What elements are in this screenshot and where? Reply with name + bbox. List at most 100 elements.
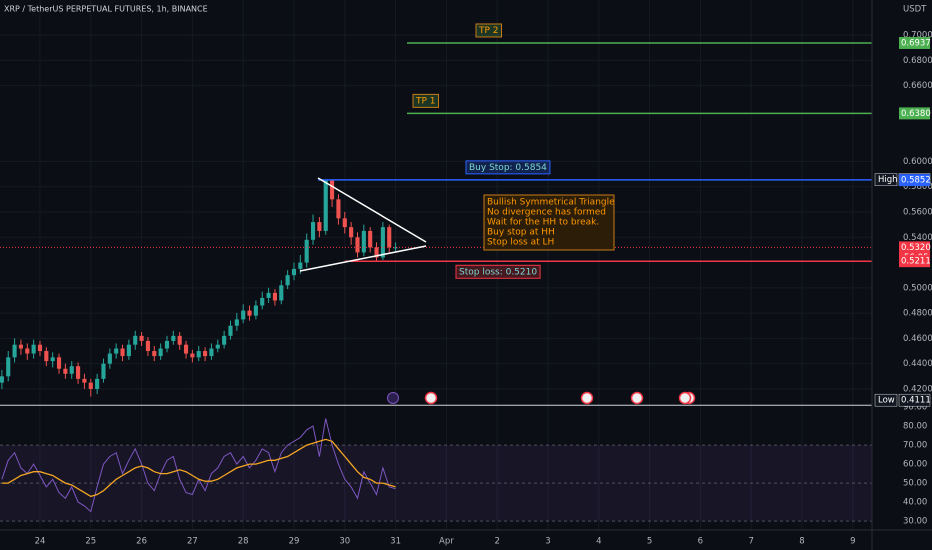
rsi-tick-label: 30.00 — [903, 517, 927, 527]
x-tick-label: 9 — [850, 537, 855, 547]
x-tick-label: 27 — [187, 537, 198, 547]
candle-body — [63, 368, 68, 374]
chart-title: XRP / TetherUS PERPETUAL FUTURES, 1h, BI… — [4, 5, 208, 14]
annotation-text: Bullish Symmetrical Triangle — [487, 198, 615, 208]
candle-body — [203, 351, 208, 357]
level-label: Stop loss: 0.5210 — [459, 267, 537, 277]
annotation-text: No divergence has formed — [487, 208, 606, 218]
x-tick-label: 29 — [289, 537, 300, 547]
candle-body — [18, 344, 23, 349]
triangle-upper — [317, 177, 427, 243]
candle-body — [228, 325, 233, 336]
y-tick-label: 0.5800 — [903, 182, 932, 192]
candle-body — [177, 335, 182, 345]
candle-body — [139, 335, 144, 341]
price-label: 0.5211 — [901, 257, 931, 267]
event-icon — [678, 391, 692, 405]
x-tick-label: 8 — [799, 537, 804, 547]
candle-body — [209, 348, 214, 357]
candle-body — [298, 262, 303, 269]
price-tag-box — [874, 173, 898, 186]
rsi-tick-label: 90.00 — [903, 403, 927, 413]
annotation-text: Buy stop at HH — [487, 228, 555, 238]
candle-body — [152, 351, 157, 357]
candle-body — [279, 285, 284, 301]
x-tick-label: 3 — [545, 537, 550, 547]
rsi-tick-label: 60.00 — [903, 460, 927, 470]
candle-body — [50, 357, 55, 362]
y-tick-label: 0.5000 — [903, 283, 932, 293]
candle-body — [120, 348, 125, 357]
price-tag: High — [878, 175, 898, 185]
candle-body — [101, 363, 106, 379]
candle-body — [291, 268, 297, 276]
x-tick-label: 24 — [35, 537, 46, 547]
annotation-box — [483, 194, 615, 251]
marks — [0, 42, 872, 513]
y-tick-label: 0.4200 — [903, 384, 932, 394]
candle-body — [272, 292, 277, 301]
event-icon — [424, 391, 438, 405]
candle-body — [37, 344, 43, 352]
annotation-text: Stop loss at LH — [487, 238, 554, 248]
candle-body — [260, 297, 265, 306]
currency-label: USDT — [903, 5, 927, 15]
y-tick-label: 0.4800 — [903, 309, 932, 319]
candle-body — [82, 378, 87, 383]
level-label-box — [465, 160, 551, 175]
candle-body — [158, 348, 163, 357]
price-tag-box — [874, 393, 898, 407]
candle-body — [355, 237, 360, 253]
candle-body — [247, 310, 252, 316]
x-tick-label: Apr — [439, 537, 454, 547]
candle-body — [31, 344, 36, 354]
candle-body — [145, 340, 150, 352]
level-label: TP 1 — [415, 96, 436, 106]
y-tick-label: 0.4400 — [903, 359, 932, 369]
candle-body — [342, 218, 347, 228]
event-icon — [387, 392, 399, 404]
labels: 24 25 26 27 28 29 30 31 Apr 2 3 4 5 6 7 8 9 0.7000 0.6800 0… — [35, 23, 932, 547]
level-label-box — [475, 23, 503, 38]
y-tick-label: 0.6000 — [903, 157, 932, 167]
x-tick-label: 26 — [136, 537, 147, 547]
candle-body — [241, 310, 246, 320]
x-tick-label: 25 — [85, 537, 96, 547]
price-label-box — [899, 36, 930, 49]
candle-body — [76, 366, 81, 379]
candle-body — [6, 357, 11, 377]
candle-body — [12, 344, 17, 358]
candle-body — [304, 239, 309, 263]
rsi-tick-label: 80.00 — [903, 422, 927, 432]
level-label: TP 2 — [478, 26, 499, 36]
candle-body — [0, 376, 4, 383]
level-label-box — [455, 264, 541, 279]
event-icons — [387, 391, 696, 405]
rsi-tick-label: 40.00 — [903, 498, 927, 508]
candle-body — [25, 348, 30, 354]
price-label-box — [898, 393, 931, 407]
price-label: 0.5320 — [901, 243, 931, 253]
x-tick-label: 4 — [596, 537, 601, 547]
candle-body — [190, 353, 195, 358]
candle-body — [69, 366, 74, 374]
level-label: Buy Stop: 0.5854 — [469, 163, 547, 173]
candle-body — [361, 230, 366, 253]
candle-body — [215, 344, 220, 349]
x-tick-label: 5 — [647, 537, 652, 547]
x-tick-label: 7 — [748, 537, 753, 547]
price-label: 0.4111 — [901, 396, 931, 406]
candle-body — [114, 348, 119, 354]
candle-body — [171, 335, 176, 341]
x-tick-label: 30 — [339, 537, 350, 547]
price-label: 0.6380 — [901, 109, 931, 119]
x-tick-label: 6 — [698, 537, 703, 547]
y-tick-label: 0.6600 — [903, 81, 932, 91]
candle-body — [222, 335, 227, 345]
candle-body — [380, 227, 385, 258]
candle-body — [336, 199, 341, 219]
price-tag: Low — [878, 396, 895, 406]
candle-body — [133, 335, 138, 345]
candle-body — [56, 357, 62, 369]
